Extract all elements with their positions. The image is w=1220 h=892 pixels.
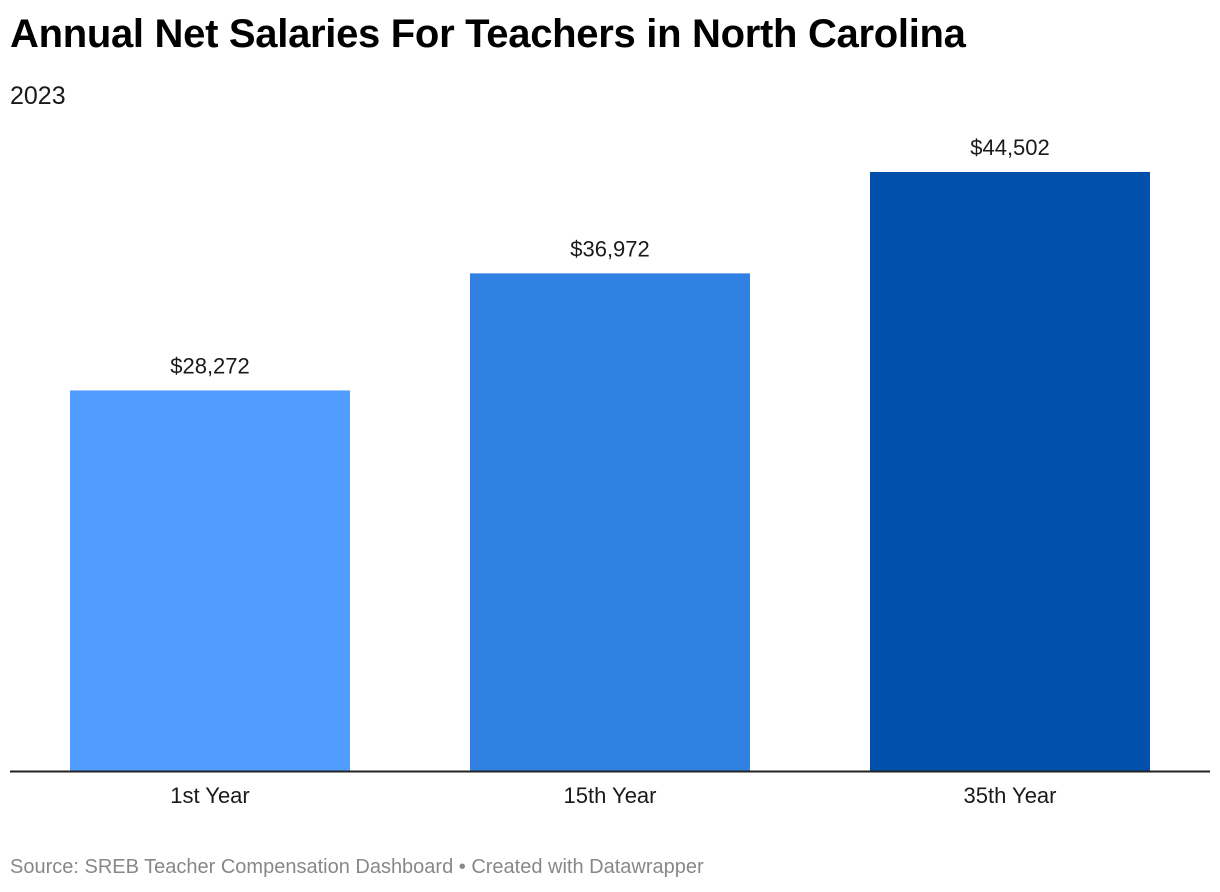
bar-2 (470, 273, 750, 771)
x-tick-label-3: 35th Year (964, 783, 1057, 808)
data-label-1: $28,272 (170, 353, 250, 378)
x-tick-label-2: 15th Year (564, 783, 657, 808)
data-label-2: $36,972 (570, 236, 650, 261)
bar-3 (870, 172, 1150, 771)
data-label-3: $44,502 (970, 135, 1050, 160)
chart-subtitle: 2023 (10, 82, 66, 110)
bar-1 (70, 390, 350, 771)
source-note: Source: SREB Teacher Compensation Dashbo… (10, 856, 704, 878)
x-tick-label-1: 1st Year (170, 783, 250, 808)
chart-title: Annual Net Salaries For Teachers in Nort… (10, 12, 966, 56)
